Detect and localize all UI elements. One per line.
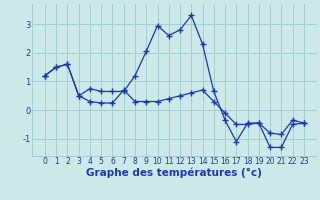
X-axis label: Graphe des températures (°c): Graphe des températures (°c) — [86, 168, 262, 178]
